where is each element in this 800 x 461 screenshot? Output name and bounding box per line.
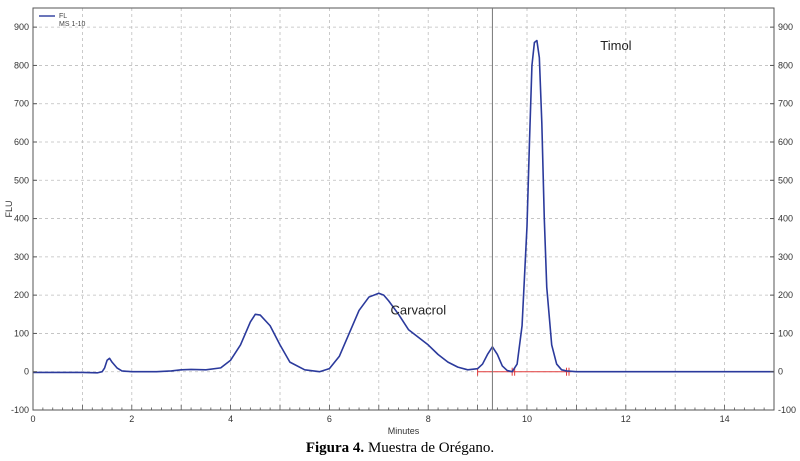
caption-text: Muestra de Orégano. [364, 440, 495, 456]
y-tick-label-right: 600 [778, 137, 793, 147]
x-axis-title: Minutes [388, 426, 420, 436]
x-tick-label: 12 [621, 414, 631, 424]
legend-entry: FL [59, 13, 67, 20]
peak-annotation: Timol [600, 38, 631, 53]
y-tick-label-left: 900 [14, 22, 29, 32]
series-layer [33, 39, 774, 374]
y-tick-label-left: 200 [14, 290, 29, 300]
y-tick-label-right: 400 [778, 214, 793, 224]
x-tick-label: 6 [327, 414, 332, 424]
y-tick-label-right: 100 [778, 328, 793, 338]
y-tick-label-right: 0 [778, 367, 783, 377]
y-tick-label-left: -100 [11, 405, 29, 415]
x-tick-label: 8 [426, 414, 431, 424]
peak-annotation: Carvacrol [391, 302, 447, 317]
y-tick-label-left: 100 [14, 328, 29, 338]
y-tick-label-left: 0 [24, 367, 29, 377]
plot-frame [32, 7, 775, 411]
y-axis-title: FLU [4, 200, 14, 217]
y-tick-label-right: 300 [778, 252, 793, 262]
y-tick-label-left: 800 [14, 60, 29, 70]
figure-caption: Figura 4. Muestra de Orégano. [0, 440, 800, 457]
series-line [33, 39, 774, 374]
x-tick-label: 4 [228, 414, 233, 424]
y-tick-label-left: 500 [14, 175, 29, 185]
x-tick-label: 10 [522, 414, 532, 424]
y-tick-label-left: 400 [14, 214, 29, 224]
y-tick-label-left: 700 [14, 99, 29, 109]
caption-label: Figura 4. [305, 440, 365, 456]
axes-layer [32, 7, 775, 411]
y-tick-label-right: 900 [778, 22, 793, 32]
x-tick-label: 2 [129, 414, 134, 424]
y-tick-label-left: 300 [14, 252, 29, 262]
y-tick-label-right: -100 [778, 405, 796, 415]
x-tick-label: 0 [30, 414, 35, 424]
legend-entry: MS 1-10 [59, 21, 86, 28]
y-tick-label-right: 200 [778, 290, 793, 300]
chart-background [0, 0, 800, 438]
y-tick-label-right: 700 [778, 99, 793, 109]
y-tick-label-right: 500 [778, 175, 793, 185]
y-tick-label-right: 800 [778, 60, 793, 70]
y-tick-label-left: 600 [14, 137, 29, 147]
x-tick-label: 14 [720, 414, 730, 424]
